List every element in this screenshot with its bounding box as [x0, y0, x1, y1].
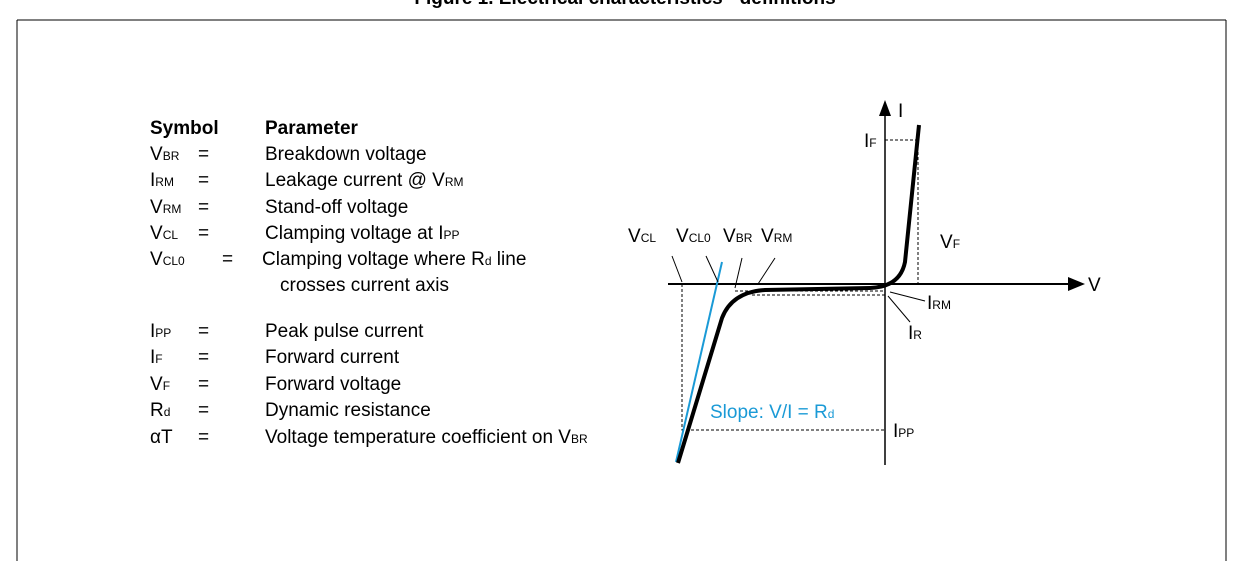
label-vf: VF — [940, 232, 960, 253]
leader — [671, 255, 683, 283]
parameter: Peak pulse current — [265, 321, 424, 342]
equals: = — [198, 223, 209, 244]
parameter: Forward voltage — [265, 374, 401, 395]
header-symbol: Symbol — [150, 118, 219, 139]
leader — [757, 257, 776, 285]
parameter: Clamping voltage where Rd line — [262, 249, 526, 270]
parameter: crosses current axis — [280, 275, 449, 296]
axis-label: V — [1088, 275, 1101, 296]
parameter: Clamping voltage at IPP — [265, 223, 460, 244]
equals: = — [198, 144, 209, 165]
dash-line — [885, 139, 919, 284]
leader — [734, 257, 743, 289]
label-irm: IRM — [927, 293, 951, 314]
parameter: Stand-off voltage — [265, 197, 408, 218]
equals: = — [198, 347, 209, 368]
header-parameter: Parameter — [265, 118, 359, 139]
figure-title: Figure 1. Electrical characteristics - d… — [414, 0, 835, 9]
equals: = — [198, 400, 209, 421]
equals: = — [198, 374, 209, 395]
arrow — [1068, 277, 1085, 291]
symbol: VRM — [150, 197, 181, 218]
symbol: VF — [150, 374, 170, 395]
parameter: Forward current — [265, 347, 400, 368]
symbol: αT — [150, 427, 173, 448]
label-vcl: VCL — [628, 226, 656, 247]
parameter: Leakage current @ VRM — [265, 170, 464, 191]
label-ir: IR — [908, 323, 922, 344]
label-ipp: IPP — [893, 421, 914, 442]
symbol-table: Symbol Parameter VBR = Breakdown voltage IR… — [150, 118, 588, 448]
symbol: VCL — [150, 223, 178, 244]
parameter: Voltage temperature coefficient on VBR — [265, 427, 588, 448]
label-slope: Slope: V/I = Rd — [710, 402, 834, 423]
symbol: Rd — [150, 400, 170, 421]
leader — [889, 291, 926, 302]
equals: = — [222, 249, 233, 270]
symbol: VCL0 — [150, 249, 185, 270]
slope-line — [675, 261, 723, 463]
leader — [887, 295, 911, 323]
symbol: VBR — [150, 144, 180, 165]
leader — [705, 255, 719, 283]
label-if: IF — [864, 131, 877, 152]
arrow — [879, 100, 891, 116]
dash-line — [681, 284, 885, 431]
equals: = — [198, 321, 209, 342]
iv-diagram: V I IF VF VCL VCL0 VBR VRM IRM IR IPP Sl… — [628, 100, 1101, 465]
symbol: IF — [150, 347, 163, 368]
parameter: Breakdown voltage — [265, 144, 427, 165]
label-vbr: VBR — [723, 226, 753, 247]
axis-label: I — [898, 101, 903, 122]
label-vcl0: VCL0 — [676, 226, 711, 247]
symbol: IRM — [150, 170, 174, 191]
parameter: Dynamic resistance — [265, 400, 431, 421]
equals: = — [198, 427, 209, 448]
iv-curve — [676, 124, 921, 464]
equals: = — [198, 197, 209, 218]
symbol: IPP — [150, 321, 171, 342]
equals: = — [198, 170, 209, 191]
label-vrm: VRM — [761, 226, 792, 247]
